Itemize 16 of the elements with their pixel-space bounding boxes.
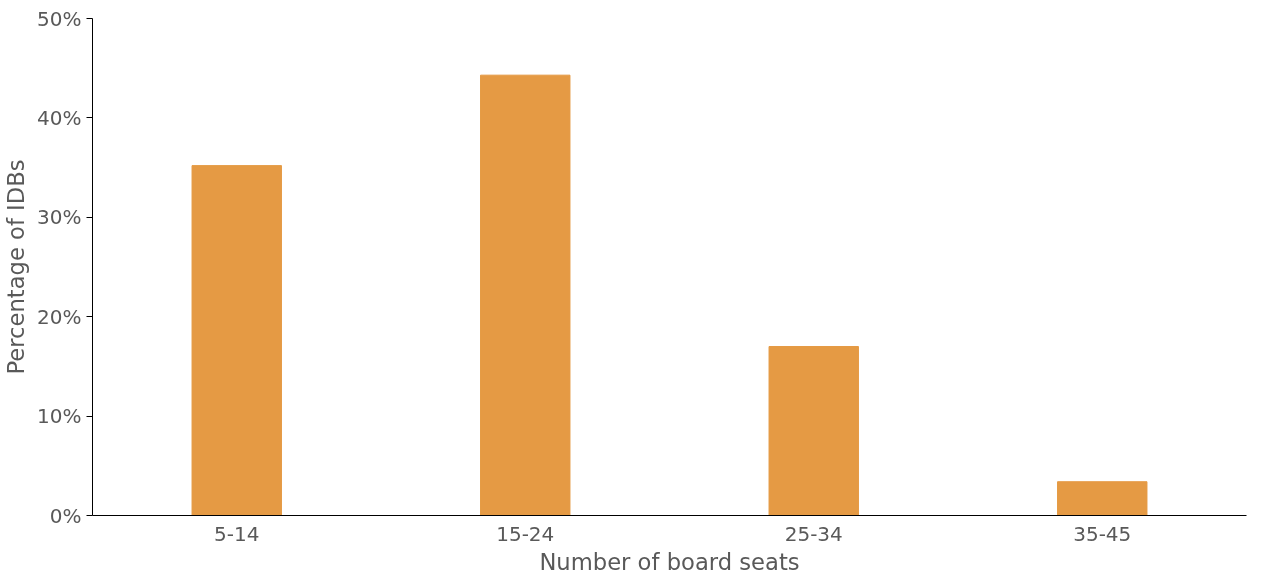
x-axis-title: Number of board seats xyxy=(539,548,800,575)
x-tick-label: 15-24 xyxy=(496,521,555,546)
y-tick-label: 30% xyxy=(37,205,82,230)
bar xyxy=(191,165,282,516)
bar xyxy=(480,74,571,516)
y-tick-label: 40% xyxy=(37,105,82,130)
y-axis-title: Percentage of IDBs xyxy=(3,159,30,375)
y-tick-label: 10% xyxy=(37,404,82,429)
x-tick-label: 35-45 xyxy=(1073,521,1132,546)
x-tick-label: 5-14 xyxy=(214,521,260,546)
y-tick-label: 0% xyxy=(49,503,82,528)
bar xyxy=(1057,481,1148,516)
y-tick-label: 50% xyxy=(37,6,82,31)
x-tick-label: 25-34 xyxy=(784,521,843,546)
y-tick-label: 20% xyxy=(37,304,82,329)
bar xyxy=(768,346,859,516)
